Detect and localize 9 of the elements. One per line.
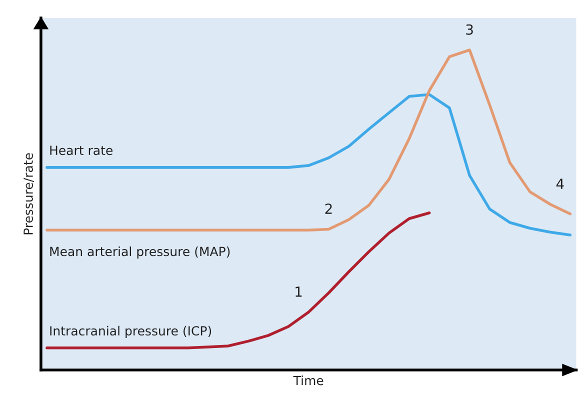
series-label: Mean arterial pressure (MAP) [50, 246, 230, 259]
annotation: 4 [556, 178, 564, 189]
annotation: 2 [325, 204, 332, 214]
y-axis-title: Pressure/rate [24, 153, 34, 234]
series-label: Intracranial pressure (ICP) [50, 326, 212, 338]
annotation: 1 [296, 286, 302, 297]
series-label: Heart rate [50, 146, 112, 156]
text: 3 [466, 24, 473, 35]
x-axis-title: Time [293, 376, 324, 386]
